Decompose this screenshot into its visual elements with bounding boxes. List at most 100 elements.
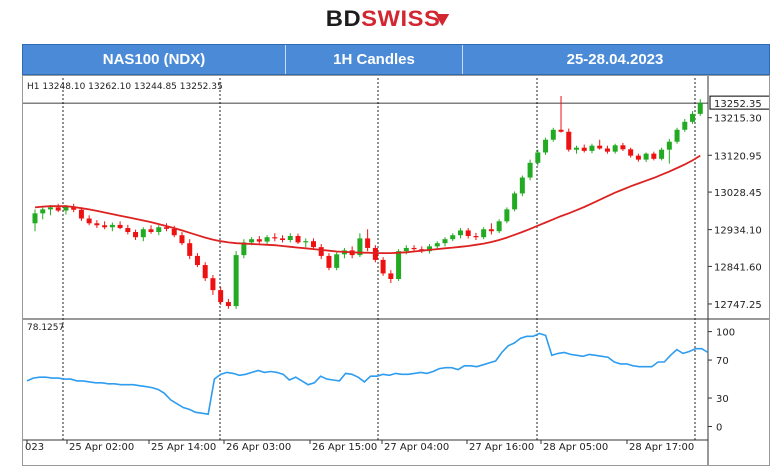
candle-body (156, 227, 162, 233)
candle-body (519, 177, 525, 194)
oscillator-tick-label: 100 (716, 328, 735, 339)
candle-body (380, 259, 386, 274)
candle-body (504, 209, 510, 222)
candle-body (357, 238, 363, 256)
candle-body (218, 290, 224, 303)
candle-body (589, 145, 595, 151)
candle-body (102, 225, 108, 228)
price-tick-label: 12934.10 (714, 226, 762, 237)
candle-body (187, 243, 193, 256)
candle-body (334, 254, 340, 268)
bdswiss-logo: BDSWISS (0, 6, 780, 38)
candle-body (47, 207, 53, 210)
price-tick-label: 13028.45 (714, 188, 762, 199)
candle-body (450, 235, 456, 240)
candle-body (287, 236, 293, 240)
candle-body (272, 237, 278, 239)
logo-text-bd: BD (325, 6, 362, 31)
candle-body (527, 162, 533, 178)
candle-body (550, 129, 556, 140)
candle-body (280, 238, 286, 240)
candle-body (63, 206, 69, 211)
candle-body (457, 230, 463, 236)
candle-body (365, 238, 371, 248)
candle-body (682, 121, 688, 130)
oscillator-tick-label: 30 (716, 394, 729, 405)
candle-body (125, 228, 131, 233)
candle-body (241, 242, 247, 256)
candle-body (318, 247, 324, 256)
candle-body (109, 224, 115, 228)
time-tick-label: 26 Apr 03:00 (226, 442, 291, 453)
ohlc-info-text: H1 13248.10 13262.10 13244.85 13252.35 (27, 82, 223, 92)
candle-body (71, 206, 77, 210)
candle-body (481, 229, 487, 238)
candle-body (78, 209, 84, 219)
candle-body (171, 228, 177, 236)
candle-body (690, 113, 696, 122)
logo-text-swiss: SWISS (361, 6, 441, 31)
candle-body (573, 147, 579, 150)
candle-body (543, 139, 549, 153)
candle-body (488, 229, 494, 232)
candle-body (148, 229, 154, 233)
candle-body (86, 218, 92, 224)
price-tick-label: 12747.25 (714, 300, 762, 311)
candle-body (659, 149, 665, 159)
time-tick-label: 28 Apr 17:00 (629, 442, 694, 453)
candle-body (628, 149, 634, 156)
candle-body (635, 155, 641, 160)
candle-body (442, 239, 448, 244)
candle-body (210, 278, 216, 291)
candle-body (326, 255, 332, 268)
time-tick-label: 023 (25, 442, 44, 453)
candle-body (303, 241, 309, 243)
time-tick-label: 26 Apr 15:00 (312, 442, 377, 453)
candle-body (194, 255, 200, 266)
candle-body (264, 237, 270, 242)
candle-body (612, 145, 618, 152)
candle-body (55, 207, 61, 211)
candle-body (117, 224, 123, 229)
time-tick-label: 25 Apr 14:00 (151, 442, 216, 453)
candle-body (403, 247, 409, 252)
candle-body (643, 153, 649, 160)
oscillator-tick-label: 70 (716, 356, 729, 367)
current-price-tag-label: 13252.35 (714, 99, 762, 110)
candle-body (32, 213, 38, 224)
price-tick-label: 13215.30 (714, 114, 762, 125)
candle-body (674, 129, 680, 142)
candle-body (620, 145, 626, 150)
candle-body (427, 246, 433, 252)
candle-body (396, 251, 402, 279)
time-tick-label: 28 Apr 05:00 (543, 442, 608, 453)
candle-body (140, 229, 146, 238)
candle-body (310, 241, 316, 248)
candle-body (164, 227, 170, 229)
candle-body (94, 223, 100, 226)
candle-body (233, 255, 239, 307)
candle-body (434, 243, 440, 247)
candle-body (535, 152, 541, 163)
candle-body (179, 235, 185, 244)
candle-body (225, 302, 231, 307)
candle-body (697, 103, 703, 114)
time-tick-label: 25 Apr 02:00 (69, 442, 134, 453)
chart-container: H1 13248.10 13262.10 13244.85 13252.35 13… (22, 75, 771, 466)
time-tick-label: 27 Apr 04:00 (384, 442, 449, 453)
candle-body (581, 147, 587, 151)
candle-body (558, 129, 564, 132)
candle-body (256, 239, 262, 242)
moving-average-line (34, 154, 701, 255)
instrument-label: NAS100 (NDX) (102, 51, 206, 68)
candle-body (651, 153, 657, 159)
candle-body (249, 239, 255, 243)
candle-body (388, 273, 394, 279)
trading-chart: H1 13248.10 13262.10 13244.85 13252.35 13… (23, 76, 771, 465)
oscillator-line (26, 332, 709, 416)
candle-body (202, 265, 208, 279)
candle-body (295, 236, 301, 243)
candle-body (512, 193, 518, 210)
candle-body (496, 221, 502, 232)
chart-header-bar: NAS100 (NDX) 1H Candles 25-28.04.2023 (22, 44, 770, 75)
